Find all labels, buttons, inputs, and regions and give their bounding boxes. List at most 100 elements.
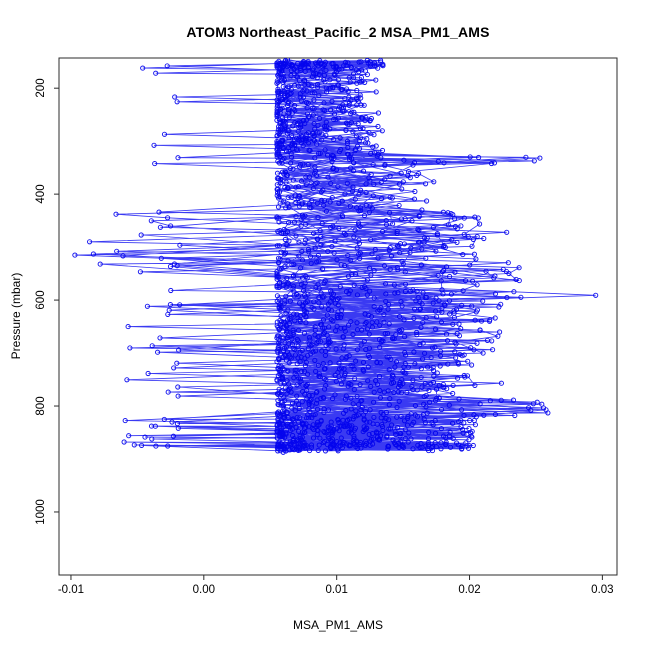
data-point-marker bbox=[531, 158, 537, 164]
data-point-marker bbox=[303, 382, 309, 389]
data-point-marker bbox=[309, 425, 315, 431]
data-point-marker bbox=[415, 295, 421, 301]
data-point-marker bbox=[423, 255, 429, 261]
data-point-marker bbox=[348, 151, 354, 157]
data-point-marker bbox=[328, 180, 334, 186]
data-point-marker bbox=[351, 435, 357, 441]
data-point-marker bbox=[445, 222, 451, 228]
data-point-marker bbox=[375, 123, 381, 130]
data-point-marker bbox=[302, 77, 308, 83]
data-point-marker bbox=[438, 440, 444, 446]
data-point-marker bbox=[349, 425, 355, 431]
data-point-marker bbox=[381, 263, 387, 269]
data-point-marker bbox=[323, 67, 329, 73]
data-point-marker bbox=[404, 422, 410, 428]
data-point-marker bbox=[446, 402, 452, 408]
data-point-marker bbox=[414, 332, 420, 338]
data-point-marker bbox=[434, 232, 440, 238]
data-point-marker bbox=[329, 195, 335, 201]
data-point-marker bbox=[341, 366, 347, 372]
data-point-marker bbox=[291, 219, 298, 225]
data-point-marker bbox=[298, 223, 304, 229]
data-point-marker bbox=[354, 439, 360, 445]
data-point-marker bbox=[480, 350, 486, 356]
data-point-marker bbox=[313, 348, 319, 354]
data-point-marker bbox=[341, 342, 347, 348]
data-point-marker bbox=[431, 179, 437, 185]
data-point-marker bbox=[322, 330, 328, 336]
data-point-marker bbox=[157, 335, 163, 341]
data-point-marker bbox=[323, 383, 329, 389]
data-point-marker bbox=[285, 93, 291, 99]
series-markers bbox=[72, 58, 599, 455]
data-point-marker bbox=[350, 401, 356, 407]
data-point-marker bbox=[459, 302, 465, 308]
data-point-marker bbox=[360, 125, 366, 132]
data-point-marker bbox=[469, 362, 475, 368]
data-point-marker bbox=[481, 235, 487, 242]
data-point-marker bbox=[295, 327, 302, 333]
data-point-marker bbox=[387, 395, 393, 402]
data-point-marker bbox=[369, 319, 375, 325]
data-point-marker bbox=[168, 223, 174, 229]
data-point-marker bbox=[447, 429, 453, 435]
data-point-marker bbox=[316, 300, 322, 306]
data-point-marker bbox=[275, 355, 282, 361]
data-point-marker bbox=[400, 380, 406, 386]
data-point-marker bbox=[419, 384, 425, 390]
data-point-marker bbox=[387, 173, 393, 179]
data-point-marker bbox=[504, 295, 510, 301]
data-point-marker bbox=[402, 288, 408, 295]
data-point-marker bbox=[487, 317, 493, 323]
data-point-marker bbox=[305, 82, 311, 88]
data-point-marker bbox=[340, 417, 346, 423]
data-point-marker bbox=[437, 363, 443, 369]
y-tick-label: 1000 bbox=[35, 499, 47, 525]
data-point-marker bbox=[315, 362, 321, 368]
data-point-marker bbox=[386, 321, 392, 327]
data-point-marker bbox=[417, 444, 423, 451]
data-point-marker bbox=[332, 392, 338, 398]
x-tick-label: 0.03 bbox=[591, 584, 614, 596]
data-point-marker bbox=[311, 133, 317, 139]
data-point-marker bbox=[288, 313, 294, 320]
data-point-marker bbox=[305, 114, 311, 120]
data-point-marker bbox=[305, 346, 311, 352]
data-point-marker bbox=[367, 354, 373, 360]
data-point-marker bbox=[496, 304, 502, 310]
data-point-marker bbox=[299, 303, 305, 309]
data-point-marker bbox=[274, 102, 280, 108]
data-point-marker bbox=[309, 342, 315, 348]
data-point-marker bbox=[139, 442, 145, 448]
data-point-marker bbox=[361, 212, 368, 219]
data-point-marker bbox=[456, 396, 462, 402]
data-point-marker bbox=[349, 155, 355, 162]
data-point-marker bbox=[439, 269, 446, 275]
data-point-marker bbox=[418, 262, 424, 268]
data-point-marker bbox=[469, 303, 475, 309]
data-point-marker bbox=[357, 256, 363, 262]
data-point-marker bbox=[402, 349, 408, 356]
data-point-marker bbox=[274, 170, 281, 176]
data-point-marker bbox=[312, 181, 318, 187]
data-point-marker bbox=[354, 320, 360, 326]
data-point-marker bbox=[366, 312, 372, 318]
data-point-marker bbox=[380, 411, 386, 418]
data-point-marker bbox=[295, 147, 301, 153]
data-point-marker bbox=[346, 429, 352, 435]
data-point-marker bbox=[120, 253, 126, 259]
data-point-marker bbox=[412, 361, 418, 367]
data-point-marker bbox=[450, 212, 456, 218]
data-point-marker bbox=[363, 181, 369, 187]
data-point-marker bbox=[341, 325, 347, 331]
data-point-marker bbox=[306, 415, 312, 421]
data-point-marker bbox=[274, 186, 280, 192]
data-point-marker bbox=[401, 364, 407, 370]
data-point-marker bbox=[322, 59, 328, 65]
data-point-marker bbox=[440, 381, 446, 387]
data-point-marker bbox=[338, 104, 344, 110]
data-point-marker bbox=[420, 319, 426, 325]
data-point-marker bbox=[283, 293, 289, 299]
data-point-marker bbox=[174, 421, 180, 427]
data-point-marker bbox=[329, 158, 335, 165]
